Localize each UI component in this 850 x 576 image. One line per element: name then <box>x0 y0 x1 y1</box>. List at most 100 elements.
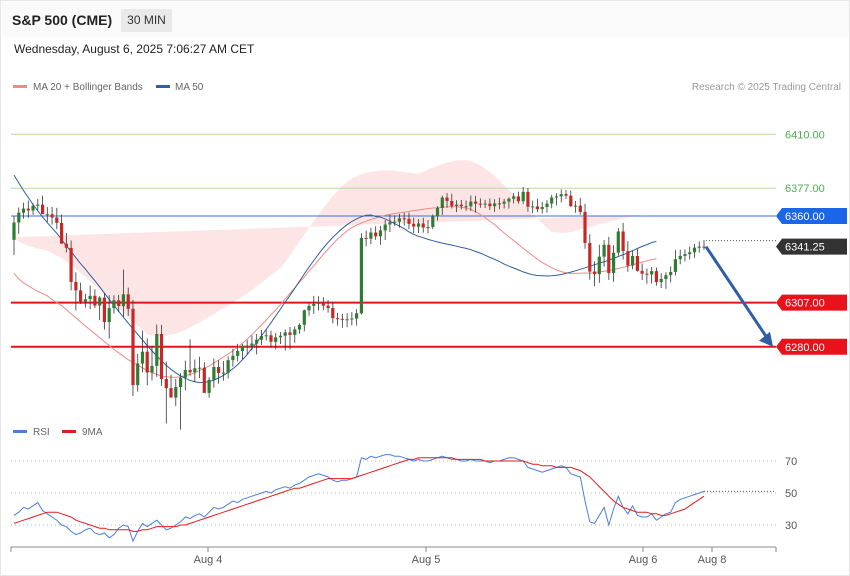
candle-body-24 <box>126 294 130 309</box>
candle-body-10 <box>60 222 64 244</box>
ma50-line <box>13 174 657 384</box>
candle-body-48 <box>240 346 244 352</box>
candle-63 <box>312 295 316 314</box>
ma20-legend-label: MA 20 + Bollinger Bands <box>33 82 143 93</box>
timestamp-text: Wednesday, August 6, 2025 7:06:27 AM CET <box>14 42 255 56</box>
candle-83 <box>407 212 411 230</box>
candle-64 <box>317 296 321 311</box>
candle-body-122 <box>593 271 597 275</box>
candle-body-138 <box>669 271 673 276</box>
candle-70 <box>345 313 349 328</box>
projection-arrow-head <box>759 331 773 347</box>
candle-144 <box>697 241 701 253</box>
candle-body-100 <box>488 203 492 207</box>
candle-59 <box>293 326 297 343</box>
candle-body-92 <box>450 201 454 206</box>
candle-10 <box>60 214 64 244</box>
candle-90 <box>440 195 444 215</box>
candle-29 <box>150 345 154 381</box>
candle-78 <box>383 220 387 241</box>
candle-98 <box>478 198 482 208</box>
candle-117 <box>569 190 573 207</box>
candle-body-68 <box>336 318 340 320</box>
candle-55 <box>274 332 278 350</box>
candle-body-115 <box>559 194 563 197</box>
candle-body-7 <box>45 214 49 216</box>
candle-body-18 <box>98 297 102 306</box>
level-badge-3 <box>776 294 847 311</box>
candle-94 <box>459 199 463 210</box>
candle-67 <box>331 301 335 324</box>
candle-body-140 <box>678 255 682 260</box>
candle-body-58 <box>288 332 292 335</box>
candle-46 <box>231 348 235 367</box>
candle-138 <box>669 266 673 283</box>
candle-116 <box>564 190 568 199</box>
candle-body-6 <box>41 204 45 215</box>
candle-141 <box>683 249 687 262</box>
candle-135 <box>654 267 658 286</box>
candle-body-139 <box>673 259 677 272</box>
candle-142 <box>688 246 692 260</box>
level-label-1: 6377.00 <box>785 183 825 195</box>
candle-97 <box>474 195 478 213</box>
projection-arrow-shaft <box>704 245 771 342</box>
candle-body-77 <box>378 230 382 237</box>
candle-60 <box>297 323 302 334</box>
candle-54 <box>269 330 273 348</box>
candle-44 <box>221 360 225 381</box>
candle-1 <box>17 207 21 234</box>
candle-108 <box>526 188 530 212</box>
candle-17 <box>93 289 97 309</box>
level-badge-2 <box>776 208 847 224</box>
x-tick-label-1: Aug 5 <box>412 554 441 566</box>
candle-30 <box>155 324 159 378</box>
candle-125 <box>607 236 611 280</box>
candle-5 <box>36 199 40 211</box>
candle-body-79 <box>388 222 392 225</box>
timeframe-badge[interactable]: 30 MIN <box>121 9 172 32</box>
candle-body-103 <box>502 201 506 204</box>
candle-91 <box>445 193 449 208</box>
candle-body-20 <box>107 308 111 323</box>
candle-body-23 <box>121 294 125 307</box>
candle-118 <box>573 200 578 213</box>
candle-body-80 <box>393 221 397 223</box>
candle-body-93 <box>455 204 459 206</box>
candle-86 <box>421 217 425 233</box>
candle-body-144 <box>697 246 701 248</box>
candle-body-69 <box>340 318 344 320</box>
candle-133 <box>645 268 649 284</box>
candle-2 <box>21 202 26 219</box>
candle-25 <box>131 299 135 396</box>
candle-body-101 <box>493 203 497 207</box>
candle-body-54 <box>269 335 273 342</box>
candle-110 <box>535 198 539 213</box>
candle-body-72 <box>355 313 359 319</box>
candle-123 <box>597 244 601 283</box>
candle-body-97 <box>474 201 478 204</box>
candle-body-57 <box>283 332 287 336</box>
candle-131 <box>635 249 639 272</box>
candle-22 <box>117 294 121 312</box>
candle-body-145 <box>702 246 706 248</box>
candle-body-49 <box>245 345 249 347</box>
candle-body-137 <box>664 275 668 279</box>
candle-body-117 <box>569 195 573 207</box>
candle-119 <box>578 197 582 215</box>
candle-52 <box>259 329 263 345</box>
price-panel: 6410.00 6377.00 6360.00 6307.00 6280.00 6341.… <box>11 129 847 430</box>
ma20-legend-swatch <box>13 85 27 88</box>
candle-122 <box>593 261 597 287</box>
candle-body-105 <box>512 196 516 199</box>
candle-65 <box>321 297 325 311</box>
candle-111 <box>540 201 544 214</box>
candle-body-43 <box>217 367 221 373</box>
candle-body-84 <box>412 223 416 227</box>
candle-body-91 <box>445 197 449 201</box>
candle-21 <box>112 295 116 314</box>
candle-104 <box>507 197 511 209</box>
rsi-tick-label-0: 70 <box>785 456 797 468</box>
candle-body-111 <box>540 207 544 210</box>
candle-body-55 <box>274 337 278 342</box>
